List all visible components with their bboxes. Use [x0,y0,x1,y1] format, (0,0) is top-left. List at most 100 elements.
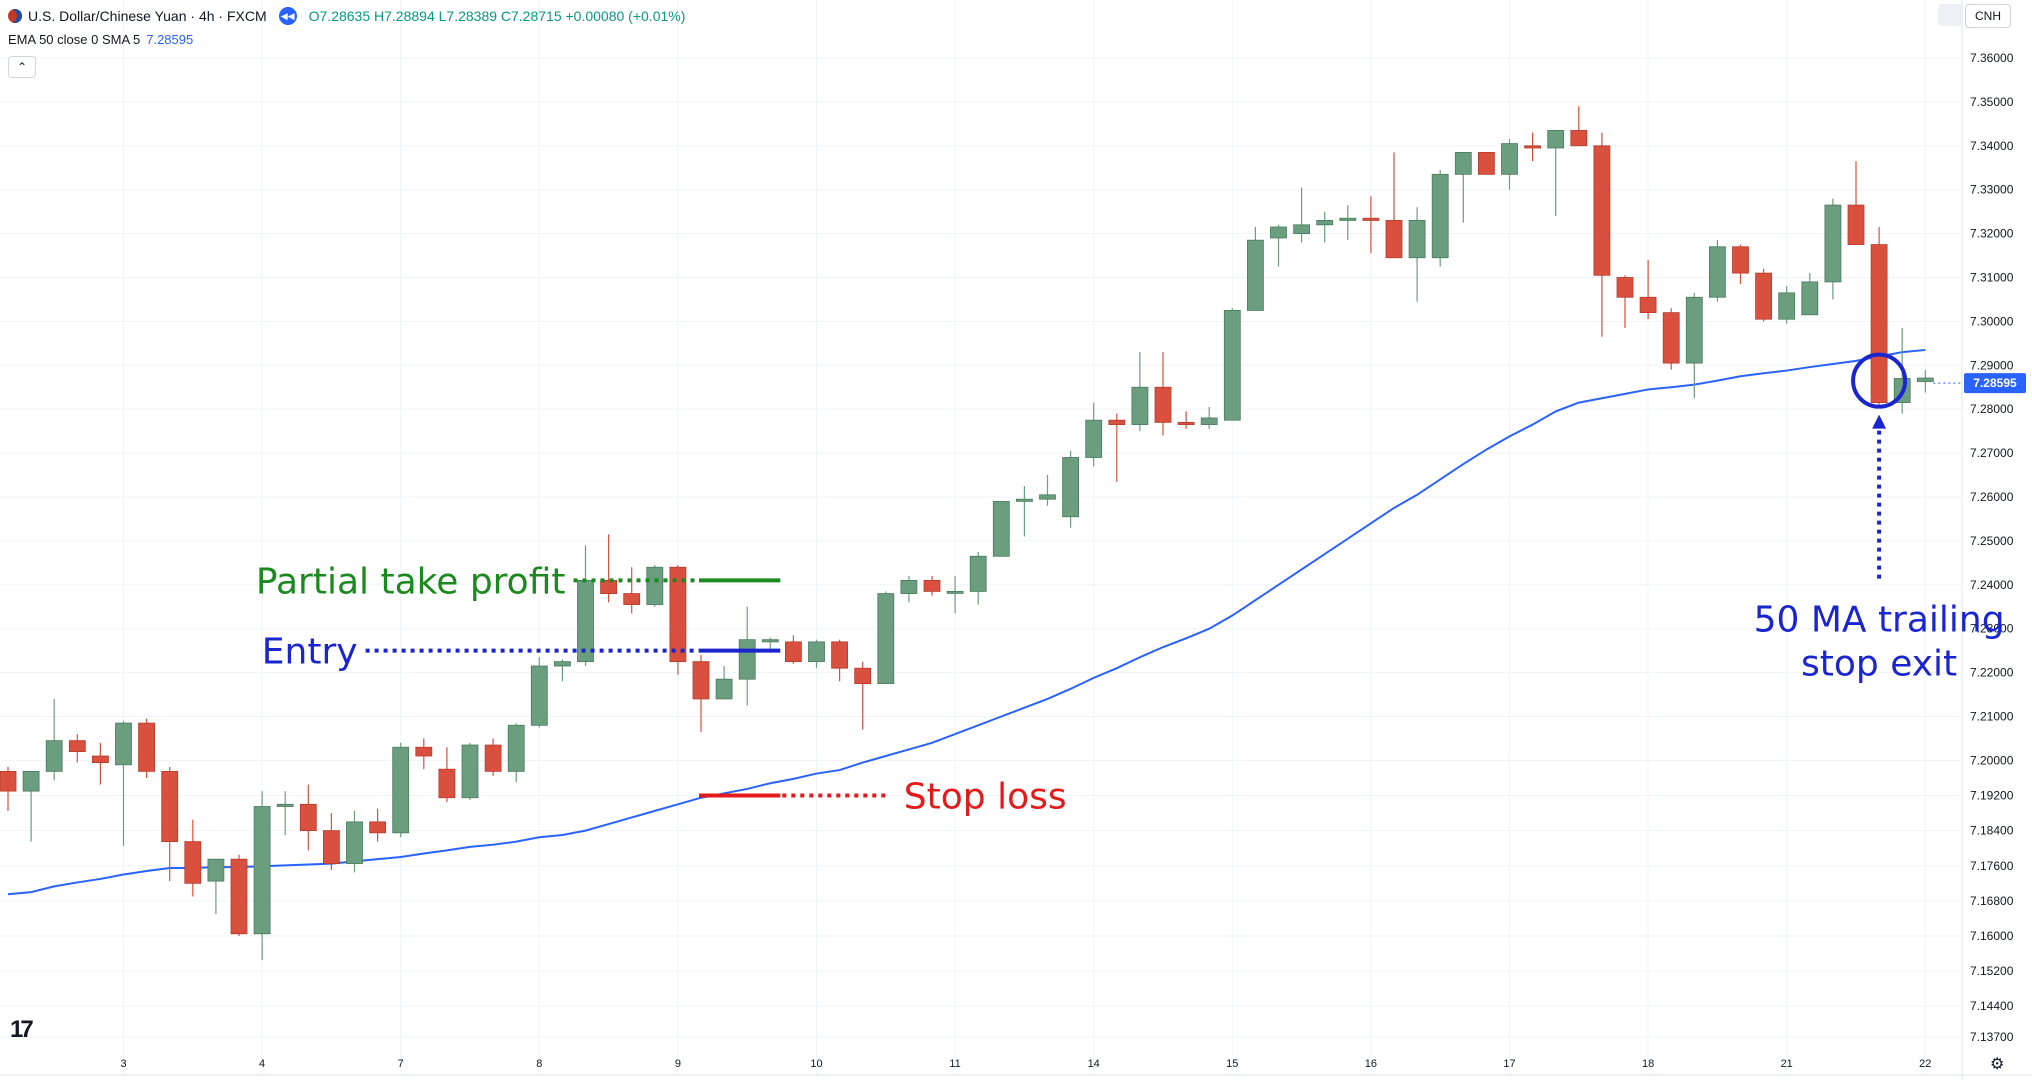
candle-body[interactable] [646,566,664,605]
candle-body[interactable] [1755,272,1772,320]
candle-body[interactable] [785,641,802,663]
candle-body[interactable] [161,770,179,843]
candle-body[interactable] [1685,296,1703,364]
candle-body[interactable] [669,566,687,663]
candle-body[interactable] [346,821,363,864]
candle-body[interactable] [207,858,225,882]
candle-body[interactable] [530,665,548,726]
candle-body[interactable] [1223,310,1241,421]
candle-body[interactable] [507,724,525,772]
candle-body[interactable] [1177,421,1195,425]
candle-body[interactable] [1662,312,1680,364]
candle-body[interactable] [415,746,433,757]
price-tick-label: 7.24000 [1970,578,2014,592]
candle-body[interactable] [1408,220,1426,259]
indicator-legend[interactable]: EMA 50 close 0 SMA 5 7.28595 [8,32,193,47]
candle-body[interactable] [1108,419,1126,425]
candle-body[interactable] [1316,220,1334,226]
candle-body[interactable] [1293,224,1310,235]
candle-body[interactable] [877,593,895,684]
candle-body[interactable] [1131,386,1149,425]
candle-body[interactable] [461,744,479,799]
candle-body[interactable] [1200,417,1218,425]
candle-body[interactable] [184,841,202,884]
candle-body[interactable] [1501,143,1518,175]
candle-body[interactable] [1478,151,1495,175]
candle-body[interactable] [68,740,86,753]
candle-body[interactable] [138,722,156,772]
candle-body[interactable] [1362,217,1380,221]
currency-selector[interactable]: CNH [1965,4,2011,28]
price-tick-label: 7.17600 [1970,859,2014,873]
candle-body[interactable] [623,593,641,605]
candle-body[interactable] [554,661,571,667]
candle-body[interactable] [761,639,779,643]
candle-body[interactable] [1847,204,1865,245]
candle-body[interactable] [969,555,987,592]
candle-body[interactable] [1593,145,1611,276]
settings-gear-icon[interactable]: ⚙ [1990,1056,2005,1073]
price-tick-label: 7.16000 [1970,929,2014,943]
candle-body[interactable] [1916,377,1934,382]
candle-body[interactable] [369,821,387,834]
candle-body[interactable] [900,580,918,594]
candle-body[interactable] [1062,457,1079,518]
candle-body[interactable] [253,806,271,935]
candle-body[interactable] [923,580,941,592]
candle-body[interactable] [1454,151,1472,175]
candle-body[interactable] [1639,296,1657,314]
tradingview-logo-icon[interactable]: 17 [10,1016,34,1043]
candle-body[interactable] [230,858,248,935]
candle-body[interactable] [0,770,17,792]
symbol-title[interactable]: U.S. Dollar/Chinese Yuan · 4h · FXCM [28,8,267,24]
scale-button[interactable] [1938,4,1962,26]
candle-body[interactable] [1154,386,1172,423]
candle-body[interactable] [992,500,1010,557]
price-tick-label: 7.31000 [1970,271,2014,285]
candle-body[interactable] [45,740,63,772]
candle-body[interactable] [1570,130,1588,147]
candle-body[interactable] [1270,226,1287,239]
collapse-legend-button[interactable]: ⌃ [8,56,36,78]
time-tick-label: 14 [1088,1058,1100,1070]
candle-body[interactable] [1524,145,1541,149]
candle-body[interactable] [1801,281,1819,316]
candle-body[interactable] [1339,217,1357,221]
candle-body[interactable] [831,641,848,669]
candle-body[interactable] [692,661,710,700]
time-tick-label: 18 [1642,1058,1654,1070]
candle-body[interactable] [715,678,733,700]
candle-body[interactable] [322,830,340,864]
candle-body[interactable] [22,770,40,792]
candle-body[interactable] [738,639,756,680]
candle-body[interactable] [115,722,132,766]
candle-body[interactable] [438,768,456,799]
current-price-label: 7.28595 [1973,376,2017,390]
candle-body[interactable] [484,744,502,772]
candle-body[interactable] [1039,494,1056,500]
candle-body[interactable] [1431,173,1449,259]
candle-body[interactable] [392,746,410,834]
candle-body[interactable] [1870,244,1888,404]
candle-body[interactable] [1616,277,1634,298]
candle-body[interactable] [276,803,294,807]
candle-body[interactable] [1547,130,1565,149]
candle-body[interactable] [1732,246,1749,274]
candle-body[interactable] [1778,292,1796,320]
candle-body[interactable] [92,755,109,763]
price-tick-label: 7.25000 [1970,534,2014,548]
candle-body[interactable] [1247,239,1264,311]
replay-icon[interactable]: ◀◀ [278,7,297,25]
candle-body[interactable] [854,667,872,684]
candle-body[interactable] [600,580,617,594]
candle-body[interactable] [1709,246,1726,298]
candle-body[interactable] [299,803,317,832]
candle-body[interactable] [1824,204,1842,283]
candle-body[interactable] [1085,419,1103,458]
candle-body[interactable] [1385,220,1403,259]
candle-body[interactable] [1016,498,1033,502]
candle-body[interactable] [946,590,964,594]
candle-body[interactable] [808,641,825,663]
price-tick-label: 7.26000 [1970,490,2014,504]
